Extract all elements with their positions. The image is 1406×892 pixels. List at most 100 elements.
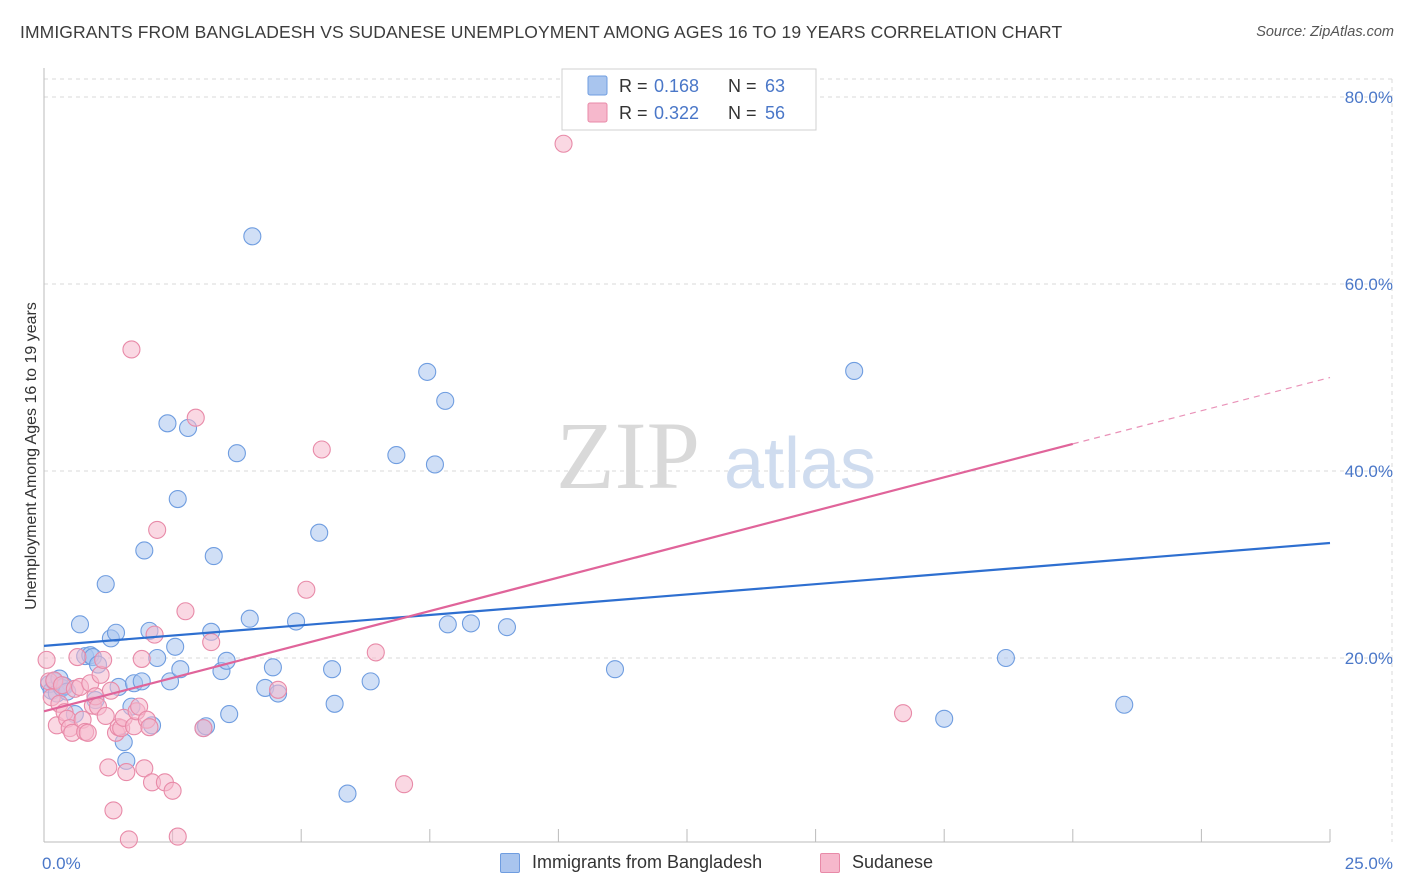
- bangladesh-point: [96, 575, 115, 594]
- bangladesh-point: [338, 784, 357, 803]
- correlation-legend: R = 0.168 N = 63 R = 0.322 N = 56: [561, 68, 817, 131]
- sudanese-point: [119, 830, 138, 849]
- sudanese-point: [68, 648, 87, 667]
- bangladesh-point: [935, 709, 954, 728]
- data-points: [37, 134, 1134, 849]
- legend-item-bangladesh: Immigrants from Bangladesh: [500, 852, 762, 873]
- sudanese-point: [91, 665, 110, 684]
- legend-item-sudanese: Sudanese: [820, 852, 933, 873]
- bangladesh-point: [166, 637, 185, 656]
- bangladesh-point: [497, 618, 517, 637]
- legend-swatch-bangladesh: [500, 852, 520, 873]
- x-tick-label-min: 0.0%: [42, 854, 81, 873]
- sudanese-point: [168, 827, 187, 846]
- bangladesh-point: [168, 489, 187, 509]
- watermark-zip: ZIP: [556, 402, 700, 509]
- legend-r-value-1: 0.168: [654, 76, 699, 96]
- bangladesh-point: [361, 672, 380, 691]
- sudanese-point: [145, 625, 164, 644]
- bangladesh-point: [845, 361, 864, 381]
- watermark-atlas: atlas: [724, 424, 876, 504]
- sudanese-point: [312, 440, 331, 459]
- bangladesh-point: [135, 541, 154, 560]
- trend-lines: [43, 376, 1331, 713]
- sudanese-point: [176, 602, 195, 621]
- bangladesh-point: [240, 609, 259, 628]
- bangladesh-point: [158, 414, 177, 433]
- grid-lines: [44, 78, 1393, 842]
- sudanese-point: [117, 763, 136, 782]
- bangladesh-point: [243, 227, 262, 246]
- sudanese-point: [122, 340, 141, 359]
- legend-label-bangladesh: Immigrants from Bangladesh: [532, 852, 763, 872]
- bangladesh-point: [171, 660, 190, 679]
- legend-n-label-2: N =: [728, 103, 757, 123]
- watermark: ZIP atlas: [556, 402, 876, 509]
- sudanese-point: [163, 781, 182, 800]
- bangladesh-point: [148, 648, 167, 668]
- bangladesh-point: [227, 444, 246, 463]
- bangladesh-point: [418, 362, 437, 381]
- y-tick-labels: 20.0% 40.0% 60.0% 80.0%: [1345, 88, 1393, 668]
- legend-n-value-1: 63: [765, 76, 785, 96]
- y-tick-label-40: 40.0%: [1345, 462, 1393, 481]
- sudanese-point: [202, 633, 221, 652]
- legend-r-value-2: 0.322: [654, 103, 699, 123]
- y-tick-label-20: 20.0%: [1345, 649, 1393, 668]
- sudanese-point: [135, 759, 154, 778]
- sudanese-point: [554, 134, 573, 153]
- sudanese-point: [194, 719, 213, 738]
- bangladesh-point: [70, 615, 90, 634]
- sudanese-point: [186, 408, 205, 427]
- sudanese-point: [101, 681, 120, 700]
- y-tick-label-80: 80.0%: [1345, 88, 1393, 107]
- bangladesh-point: [425, 455, 444, 474]
- bangladesh-point: [996, 648, 1015, 668]
- legend-r-label-1: R =: [619, 76, 648, 96]
- legend-n-value-2: 56: [765, 103, 785, 123]
- bangladesh-point: [323, 660, 342, 679]
- bangladesh-point: [263, 658, 282, 677]
- chart-source: Source: ZipAtlas.com: [1256, 24, 1394, 40]
- bangladesh-trend-line: [43, 541, 1331, 647]
- bangladesh-point: [436, 391, 455, 410]
- y-axis-label: Unemployment Among Ages 16 to 19 years: [23, 302, 40, 610]
- bangladesh-point: [106, 623, 126, 642]
- bangladesh-point: [220, 705, 239, 724]
- bangladesh-point: [1115, 695, 1134, 714]
- bangladesh-point: [461, 614, 481, 633]
- chart-title: IMMIGRANTS FROM BANGLADESH VS SUDANESE U…: [20, 22, 1063, 42]
- bangladesh-point: [325, 694, 344, 713]
- bangladesh-point: [310, 523, 329, 542]
- bangladesh-point: [387, 446, 406, 465]
- sudanese-point: [148, 520, 167, 539]
- sudanese-point: [140, 718, 159, 737]
- sudanese-point: [94, 650, 113, 669]
- legend-r-label-2: R =: [619, 103, 648, 123]
- legend-swatch-sudanese: [820, 852, 840, 873]
- sudanese-trend-line: [43, 442, 1074, 713]
- sudanese-trend-extension: [1072, 376, 1331, 445]
- bangladesh-point: [438, 615, 457, 634]
- bangladesh-point: [605, 660, 625, 679]
- sudanese-point: [96, 706, 115, 726]
- sudanese-point: [104, 801, 123, 820]
- sudanese-point: [395, 775, 414, 794]
- series-legend: Immigrants from Bangladesh Sudanese: [0, 852, 1406, 878]
- legend-swatch-blue: [587, 75, 608, 96]
- sudanese-point: [78, 723, 97, 742]
- bangladesh-point: [287, 612, 306, 631]
- sudanese-point: [366, 643, 385, 662]
- legend-swatch-pink: [587, 102, 608, 123]
- legend-label-sudanese: Sudanese: [852, 852, 934, 872]
- bangladesh-point: [204, 547, 223, 566]
- sudanese-point: [297, 580, 316, 599]
- sudanese-point: [37, 650, 56, 669]
- sudanese-point: [893, 704, 913, 723]
- legend-n-label-1: N =: [728, 76, 757, 96]
- x-tick-label-max: 25.0%: [1345, 854, 1393, 873]
- sudanese-point: [99, 758, 118, 777]
- sudanese-point: [132, 649, 151, 668]
- sudanese-point: [269, 680, 288, 699]
